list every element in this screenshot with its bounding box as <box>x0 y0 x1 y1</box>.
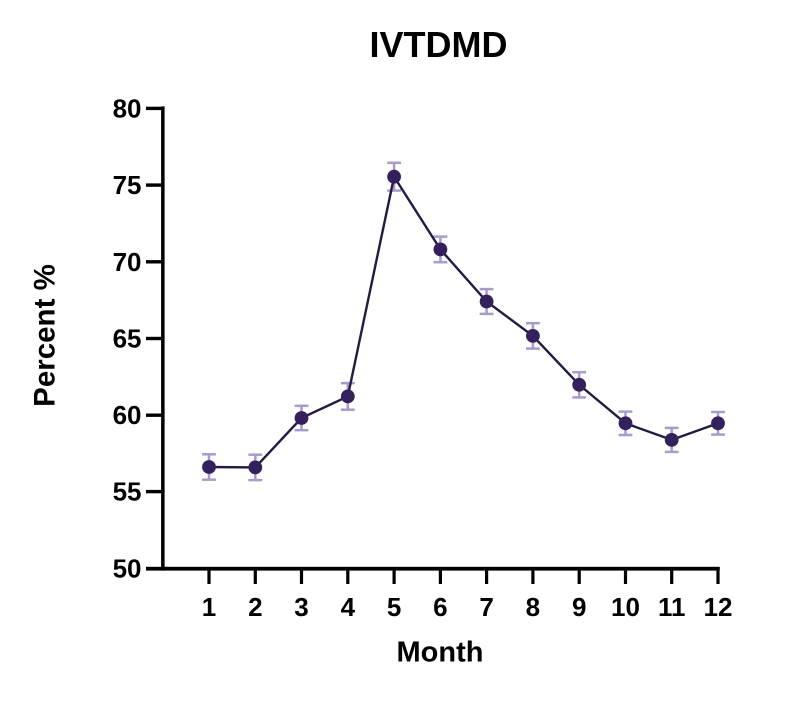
svg-text:50: 50 <box>113 554 142 584</box>
svg-text:3: 3 <box>294 592 308 622</box>
svg-text:Month: Month <box>397 637 484 669</box>
svg-text:75: 75 <box>113 170 142 200</box>
svg-text:6: 6 <box>433 592 447 622</box>
svg-text:80: 80 <box>113 93 142 123</box>
svg-text:11: 11 <box>658 592 686 622</box>
svg-text:8: 8 <box>526 592 540 622</box>
svg-text:60: 60 <box>113 400 142 430</box>
svg-text:4: 4 <box>341 592 356 622</box>
svg-text:7: 7 <box>479 592 493 622</box>
svg-text:Percent %: Percent % <box>29 264 62 407</box>
svg-text:IVTDMD: IVTDMD <box>370 24 508 65</box>
svg-text:5: 5 <box>387 592 401 622</box>
svg-text:12: 12 <box>704 592 733 622</box>
svg-text:10: 10 <box>611 592 640 622</box>
svg-text:65: 65 <box>113 324 142 354</box>
svg-text:70: 70 <box>113 247 142 277</box>
svg-text:1: 1 <box>202 592 216 622</box>
svg-text:2: 2 <box>248 592 262 622</box>
svg-text:9: 9 <box>572 592 586 622</box>
svg-text:55: 55 <box>113 477 142 507</box>
